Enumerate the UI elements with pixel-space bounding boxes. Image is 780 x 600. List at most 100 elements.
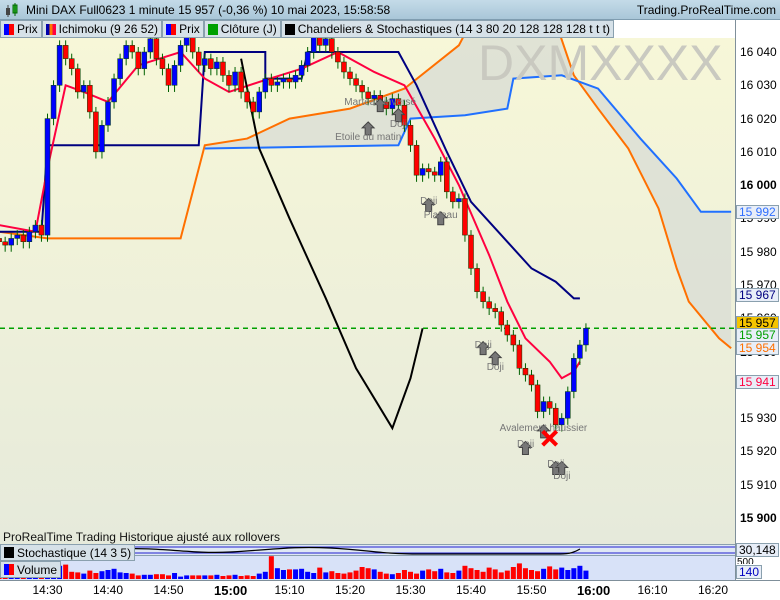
up-arrow-icon [421,197,436,212]
volume-bar [535,571,541,579]
history-note: ProRealTime Trading Historique ajusté au… [3,530,281,544]
time-tick: 16:00 [577,583,611,598]
volume-bar [99,571,105,579]
legend-item[interactable]: Chandeliers & Stochastiques (14 3 80 20 … [280,20,614,38]
volume-bar [220,576,226,579]
volume-bar [75,572,81,579]
volume-bar [522,568,528,579]
volume-bar [335,573,341,579]
legend-item[interactable]: Clôture (J) [203,20,281,38]
signal-cross-icon [541,429,559,447]
candle [431,171,438,176]
instrument-title: Mini DAX Full0623 1 minute 15 957 (-0,36… [26,2,391,17]
legend-label: Clôture (J) [220,22,277,36]
price-tick: 15 920 [740,444,777,459]
candle [177,45,184,66]
candle [577,344,583,359]
ichimoku-cloud [204,22,732,349]
volume-bar [323,572,329,579]
candle [0,238,2,243]
span-b-line [204,74,732,213]
time-axis[interactable] [0,580,780,600]
stochastic-label: Stochastique (14 3 5) [17,545,132,560]
candle [383,101,390,109]
volume-bar [111,568,117,579]
volume-bar [274,568,280,579]
volume-bar [262,571,268,579]
pattern-label: Doji [420,196,438,208]
candle [62,45,69,59]
volume-bar [63,564,69,579]
volume-bar [69,571,75,579]
volume-bar [244,575,250,579]
volume-bar [341,573,347,579]
candle [486,301,492,309]
legend-label: Prix [17,22,38,36]
candle [32,224,39,233]
volume-bar [87,570,93,579]
candle [540,401,547,412]
volume-bar [293,569,299,579]
candle [438,161,444,176]
candle [401,105,408,126]
price-chart[interactable] [0,20,780,580]
volume-bar [129,573,135,579]
candle [214,61,220,69]
time-tick: 15:30 [395,583,426,597]
candle [147,38,154,53]
candle [419,168,426,176]
candle [220,61,226,76]
candle [8,238,14,246]
volume-bar [462,565,468,579]
time-tick: 16:10 [637,583,668,597]
candle [450,191,456,203]
volume-bar [408,571,413,579]
candle [480,291,486,302]
legend-swatch-icon [45,23,56,35]
volume-bar [184,575,190,579]
indicator-legend: Prix Ichimoku (9 26 52) Prix Clôture (J) Cha… [0,20,614,38]
volume-bar [153,574,159,579]
volume-bar [395,573,401,579]
price-marker: 15 954 [736,341,779,356]
volume-bar [426,569,432,579]
legend-item[interactable]: Prix [162,20,204,38]
volume-bar [371,569,377,579]
candle [123,45,129,59]
volume-bar [256,573,262,579]
volume-swatch-icon [4,564,14,575]
volume-bar [438,568,444,579]
volume-bar [238,576,244,579]
volume-panel-label[interactable]: Volume [0,561,62,578]
stochastic-panel-label[interactable]: Stochastique (14 3 5) [0,544,136,561]
candle [159,58,166,69]
legend-swatch-icon [284,23,295,35]
up-arrow-icon [487,350,503,366]
volume-bar [474,570,480,579]
volume-bar [353,570,359,579]
candle [268,78,275,86]
time-tick: 15:00 [214,583,248,598]
candle [232,71,238,86]
time-tick: 15:10 [274,583,305,597]
volume-bar [553,569,559,579]
volume-bar [450,573,456,579]
candle [105,101,111,126]
candle [171,65,178,86]
legend-item[interactable]: Prix [0,20,42,38]
volume-bar [365,568,371,579]
volume-bar [172,573,178,579]
candle [81,85,87,93]
volume-bar [311,573,317,579]
candle [456,198,462,203]
candle [280,78,287,83]
volume-value: 140 [736,565,763,579]
legend-swatch-icon [166,23,177,35]
time-tick: 14:40 [93,583,124,597]
price-marker: 15 941 [736,374,779,389]
volume-bar [280,570,286,579]
volume-bar [401,570,407,579]
legend-item[interactable]: Ichimoku (9 26 52) [41,20,163,38]
candle [87,85,93,113]
price-tick: 16 030 [740,78,777,93]
